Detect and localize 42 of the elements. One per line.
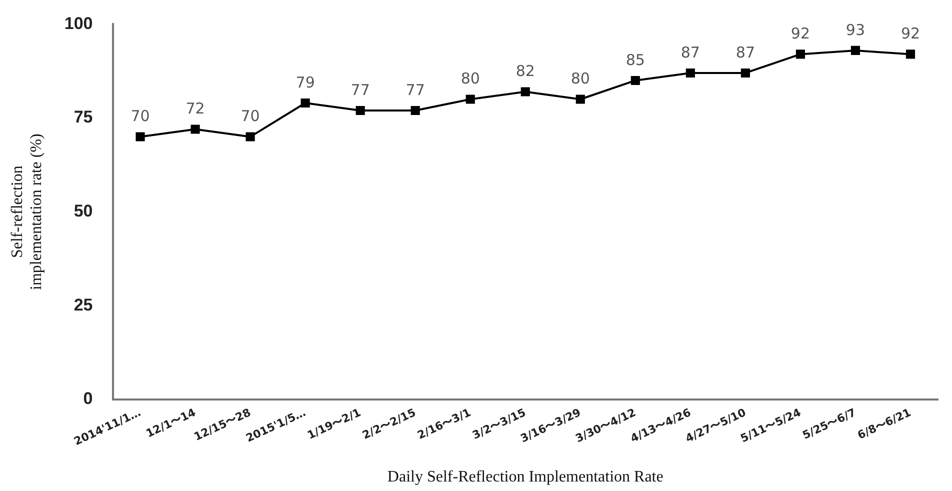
data-label: 80 bbox=[460, 70, 480, 88]
x-axis-title: Daily Self-Reflection Implementation Rate bbox=[387, 468, 664, 486]
point bbox=[740, 68, 750, 78]
data-label: 82 bbox=[516, 62, 535, 80]
data-label: 70 bbox=[130, 107, 150, 126]
y-tick-label: 50 bbox=[74, 202, 93, 220]
point bbox=[190, 124, 200, 134]
x-tick-label: 1/19〜2/1 bbox=[305, 406, 363, 442]
point bbox=[686, 68, 695, 78]
data-label: 80 bbox=[570, 70, 590, 88]
data-label: 79 bbox=[296, 73, 315, 92]
y-axis-title: Self-reflection implementation rate (%) bbox=[8, 134, 46, 290]
y-tick-label: 25 bbox=[74, 295, 93, 314]
data-label: 72 bbox=[186, 100, 205, 118]
point bbox=[466, 94, 475, 104]
data-label: 87 bbox=[680, 43, 700, 62]
point bbox=[906, 50, 916, 59]
point bbox=[300, 98, 310, 108]
data-label: 70 bbox=[240, 107, 260, 126]
data-label: 92 bbox=[900, 24, 920, 43]
x-tick-label: 5/25〜6/7 bbox=[800, 406, 858, 442]
point bbox=[630, 76, 640, 86]
x-tick-label: 6/8〜6/21 bbox=[856, 406, 913, 442]
data-label: 92 bbox=[790, 24, 810, 43]
point bbox=[246, 132, 255, 142]
point bbox=[136, 132, 145, 142]
y-tick-label: 75 bbox=[74, 108, 93, 127]
data-label: 93 bbox=[846, 20, 866, 39]
point bbox=[520, 87, 530, 96]
point bbox=[796, 50, 805, 59]
y-tick-label: 0 bbox=[83, 389, 93, 408]
point bbox=[850, 46, 860, 55]
point bbox=[576, 94, 585, 104]
data-label: 77 bbox=[406, 80, 425, 99]
x-tick-label: 2/2〜2/15 bbox=[360, 406, 418, 442]
data-label: 85 bbox=[626, 50, 645, 69]
y-tick-label: 100 bbox=[64, 14, 93, 33]
data-label: 87 bbox=[736, 43, 755, 62]
data-label: 77 bbox=[350, 80, 370, 99]
x-tick-label: 2/16〜3/1 bbox=[415, 406, 473, 442]
point bbox=[356, 106, 365, 116]
point bbox=[410, 106, 420, 116]
